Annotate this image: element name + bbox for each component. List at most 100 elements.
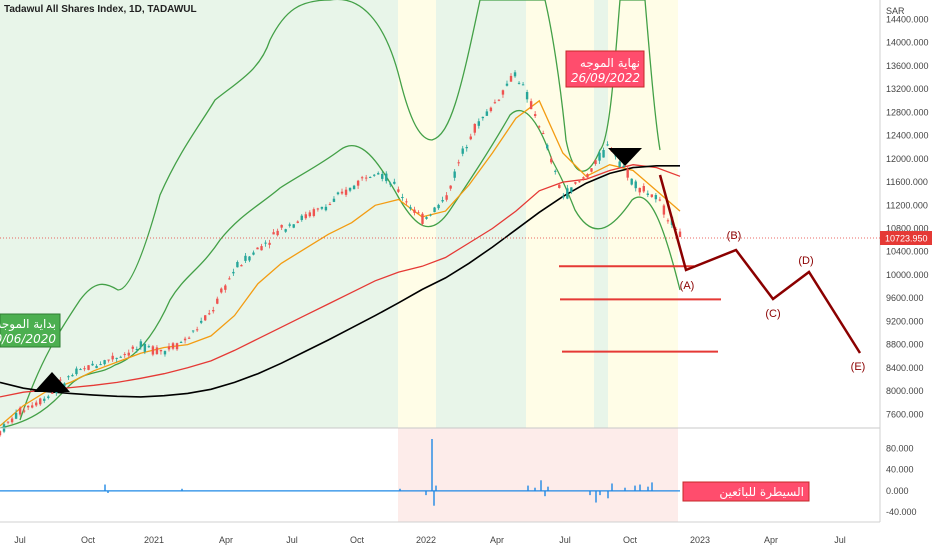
projection-path: [658, 174, 862, 354]
x-axis-ticks: Jul Oct 2021 Apr Jul Oct 2022 Apr Jul Oct 2023 Apr J…: [14, 535, 846, 545]
support-lines: [559, 265, 721, 353]
y-tick-label: 10400.000: [886, 247, 929, 257]
candle-body: [477, 121, 481, 126]
candle-body: [344, 189, 348, 195]
candle-body: [385, 173, 388, 182]
candle-body: [75, 368, 78, 375]
candle-body: [18, 407, 22, 415]
buy-signal-triangle: [34, 372, 70, 392]
candle-body: [654, 195, 658, 200]
candle-body: [521, 84, 525, 86]
candle-body: [368, 176, 372, 178]
candle-body: [91, 363, 94, 366]
wave-label-4: (D): [798, 255, 813, 267]
candle-body: [55, 391, 58, 393]
candle-body: [208, 313, 211, 315]
candle-body: [127, 352, 130, 356]
y-tick-label: 13600.000: [886, 61, 929, 71]
candle-body: [638, 187, 641, 193]
candle-body: [666, 220, 670, 222]
candle-body: [0, 431, 2, 436]
candle-body: [79, 369, 82, 371]
candle-body: [650, 194, 654, 197]
wave-start-line1: بداية الموجة: [0, 317, 56, 332]
candle-body: [143, 343, 147, 352]
y-tick-label: 12800.000: [886, 107, 929, 117]
candle-body: [228, 278, 231, 280]
x-tick-label: 2023: [690, 535, 710, 545]
candle-body: [497, 99, 501, 101]
candle-body: [232, 271, 235, 274]
y-tick-label: 9200.000: [886, 316, 924, 326]
candle-body: [449, 185, 452, 189]
candle-body: [582, 177, 585, 179]
x-tick-label: Oct: [623, 535, 638, 545]
candle-body: [574, 182, 577, 184]
y-tick-label: 8800.000: [886, 340, 924, 350]
candle-body: [397, 189, 400, 192]
candle-body: [578, 181, 581, 183]
candle-body: [389, 183, 392, 185]
x-tick-label: Apr: [490, 535, 504, 545]
green-zone-3: [594, 0, 608, 428]
candle-body: [276, 230, 279, 236]
candle-body: [183, 338, 187, 341]
green-zone-1: [0, 0, 398, 428]
sellers-box: السيطرة للبائعين: [682, 481, 810, 502]
x-tick-label: Oct: [81, 535, 96, 545]
y-tick-label: 7600.000: [886, 409, 924, 419]
y-tick-label: 11600.000: [886, 177, 928, 187]
osc-tick-label: 80.000: [886, 444, 914, 454]
candle-body: [47, 396, 50, 398]
x-tick-label: Jul: [286, 535, 298, 545]
red-zone-osc: [398, 428, 678, 522]
candle-body: [626, 168, 629, 178]
candle-body: [147, 346, 151, 348]
osc-tick-label: 40.000: [886, 465, 914, 475]
candle-body: [445, 195, 448, 200]
y-tick-label: 13200.000: [886, 84, 929, 94]
osc-axis-ticks: 80.000 40.000 0.000 -40.000: [886, 444, 917, 518]
candle-body: [87, 365, 90, 370]
candle-body: [248, 256, 251, 261]
candle-body: [175, 343, 179, 350]
candle-body: [256, 247, 259, 250]
x-tick-label: 2021: [144, 535, 164, 545]
candle-body: [320, 206, 324, 209]
candle-body: [252, 252, 255, 255]
wave-label-2: (B): [727, 230, 742, 242]
candle-body: [473, 123, 476, 133]
candle-body: [63, 383, 66, 387]
candle-body: [489, 107, 493, 112]
candle-body: [99, 364, 102, 366]
candle-body: [570, 187, 573, 193]
wave-start-box: بداية الموجة 10/06/2020: [0, 313, 61, 348]
candle-body: [10, 418, 14, 423]
candle-body: [606, 144, 609, 146]
candle-body: [433, 207, 436, 213]
candle-body: [348, 187, 352, 191]
candle-body: [260, 246, 263, 251]
candle-body: [268, 242, 271, 245]
y-tick-label: 11200.000: [886, 200, 928, 210]
candle-body: [216, 298, 219, 304]
candle-body: [453, 171, 456, 178]
candle-body: [244, 255, 247, 261]
ma-line-1: [0, 164, 681, 398]
candle-body: [393, 181, 396, 184]
candle-body: [151, 346, 155, 355]
candle-body: [332, 198, 336, 202]
candle-body: [541, 133, 545, 135]
candle-body: [381, 173, 384, 179]
candle-body: [546, 144, 549, 149]
candle-body: [212, 310, 215, 312]
candle-body: [95, 365, 98, 369]
candle-body: [159, 349, 163, 352]
candle-body: [485, 111, 489, 116]
candle-body: [224, 285, 227, 290]
candle-body: [558, 184, 561, 188]
candle-body: [646, 193, 650, 195]
candle-body: [622, 165, 625, 168]
